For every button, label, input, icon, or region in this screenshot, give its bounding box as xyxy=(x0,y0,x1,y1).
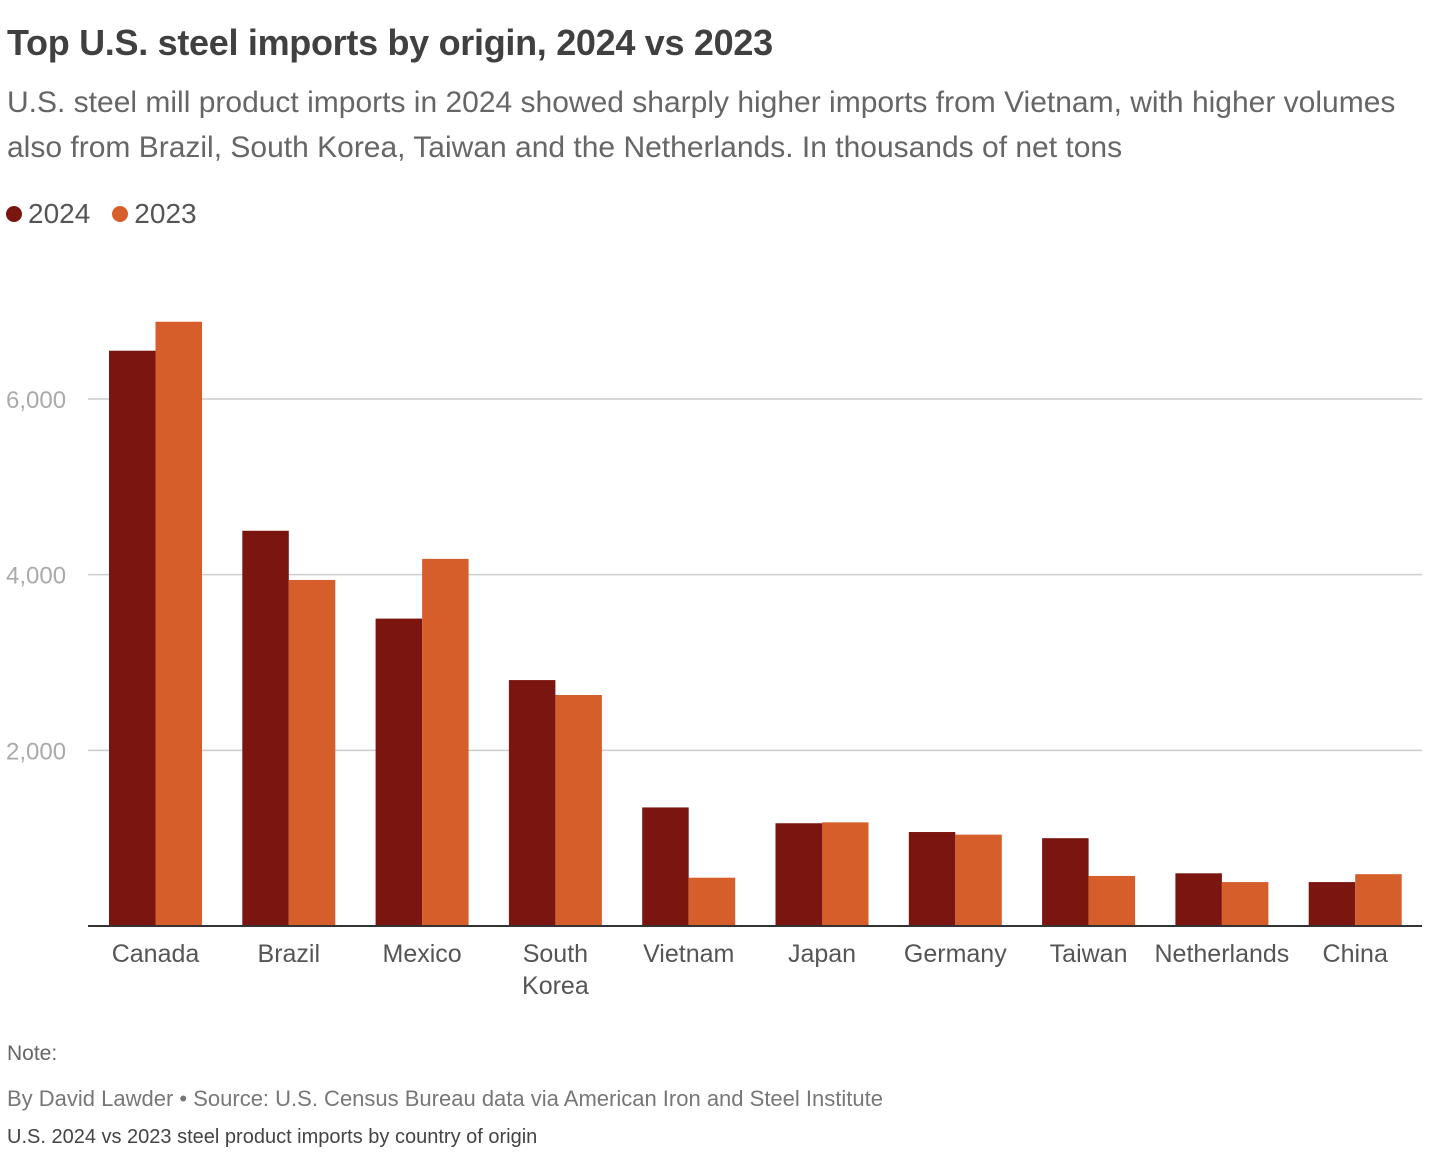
legend-item-2024: 2024 xyxy=(6,198,90,230)
bar-2024-5 xyxy=(775,823,822,926)
footnote-note: Note: xyxy=(7,1042,58,1065)
bar-2024-0 xyxy=(109,350,156,926)
y-tick-label: 4,000 xyxy=(6,563,66,590)
x-tick-label: Taiwan xyxy=(1050,940,1128,968)
legend-label-2023: 2023 xyxy=(134,198,197,229)
legend-item-2023: 2023 xyxy=(112,198,197,230)
legend: 2024 2023 xyxy=(6,198,219,230)
legend-swatch-2024 xyxy=(6,206,22,222)
chart-subtitle: U.S. steel mill product imports in 2024 … xyxy=(7,86,1396,164)
bars xyxy=(109,321,1402,926)
x-tick-label: Korea xyxy=(522,972,589,1000)
bar-2024-8 xyxy=(1175,873,1222,926)
x-tick-label: Japan xyxy=(788,940,856,968)
x-tick-label: Brazil xyxy=(258,940,321,968)
x-axis-labels: Canada Brazil Mexico South Korea Vietnam Japan… xyxy=(112,940,1388,1000)
bar-2023-5 xyxy=(822,822,869,926)
x-tick-label: Canada xyxy=(112,940,200,968)
bar-2023-1 xyxy=(288,579,336,926)
x-tick-label: Mexico xyxy=(383,940,462,968)
bar-2024-4 xyxy=(642,807,689,926)
legend-swatch-2023 xyxy=(112,206,129,222)
bar-2023-3 xyxy=(555,695,602,926)
bar-2024-1 xyxy=(242,530,289,926)
bar-2023-0 xyxy=(155,321,202,926)
bar-2023-4 xyxy=(688,877,736,926)
y-tick-label: 2,000 xyxy=(6,738,66,765)
chart-title: Top U.S. steel imports by origin, 2024 v… xyxy=(7,22,773,63)
x-tick-label: Netherlands xyxy=(1154,940,1289,968)
bar-2024-6 xyxy=(908,832,956,926)
chart-caption: U.S. 2024 vs 2023 steel product imports … xyxy=(7,1126,538,1148)
bar-2023-9 xyxy=(1355,874,1402,926)
x-tick-label: South xyxy=(523,940,588,968)
bar-2024-9 xyxy=(1308,882,1356,926)
bar-2023-8 xyxy=(1221,882,1269,926)
bar-2024-7 xyxy=(1042,838,1089,926)
x-tick-label: Germany xyxy=(904,940,1007,968)
x-tick-label: China xyxy=(1323,940,1388,968)
bar-chart: 2,000 4,000 6,000 Canada Brazil Mexico South K… xyxy=(6,321,1422,1000)
y-tick-label: 6,000 xyxy=(6,387,66,414)
bar-2023-2 xyxy=(422,558,469,926)
bar-2023-6 xyxy=(955,834,1002,926)
source-credit: By David Lawder • Source: U.S. Census Bu… xyxy=(7,1086,883,1111)
x-tick-label: Vietnam xyxy=(643,940,734,968)
bar-2024-3 xyxy=(508,680,556,926)
y-axis-ticks: 2,000 4,000 6,000 xyxy=(6,387,66,765)
bar-2024-2 xyxy=(375,618,423,926)
legend-label-2024: 2024 xyxy=(28,198,91,229)
bar-2023-7 xyxy=(1088,875,1136,926)
